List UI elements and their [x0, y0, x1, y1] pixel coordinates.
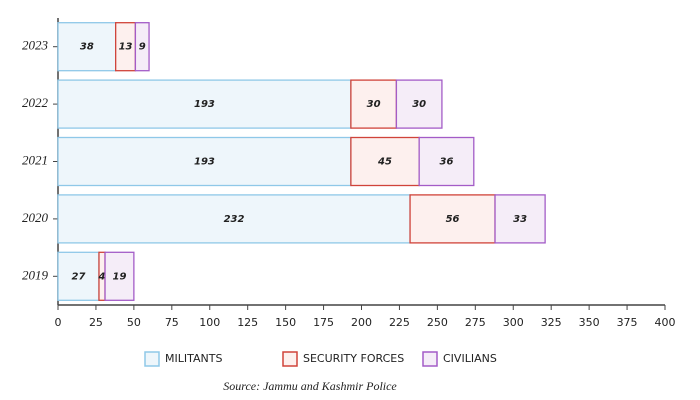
data-label: 38 [80, 42, 94, 53]
legend-label: CIVILIANS [443, 352, 497, 365]
x-tick-label: 100 [199, 316, 220, 329]
legend-swatch [282, 351, 298, 367]
data-label: 13 [119, 42, 133, 53]
x-tick-label: 350 [579, 316, 600, 329]
data-label: 30 [412, 99, 426, 110]
x-tick-label: 175 [313, 316, 334, 329]
bar-segment [494, 194, 546, 244]
y-tick-label: 2021 [22, 152, 48, 167]
legend-swatch [144, 351, 160, 367]
bar-segment [350, 136, 420, 187]
data-label: 9 [139, 42, 146, 53]
bar-segment [418, 136, 475, 187]
x-tick-label: 125 [237, 316, 258, 329]
data-label: 19 [112, 271, 126, 282]
x-tick-label: 275 [465, 316, 486, 329]
x-tick-label: 200 [351, 316, 372, 329]
data-label: 45 [377, 157, 392, 168]
data-label: 4 [98, 271, 106, 282]
x-tick-label: 400 [655, 316, 676, 329]
x-tick-label: 150 [275, 316, 296, 329]
source-note: Source: Jammu and Kashmir Police [223, 379, 397, 393]
legend-label: MILITANTS [165, 352, 222, 365]
x-tick-label: 300 [503, 316, 524, 329]
y-tick-label: 2022 [22, 95, 49, 110]
y-tick-label: 2023 [22, 38, 49, 53]
bar-segment [57, 194, 411, 244]
x-tick-label: 50 [127, 316, 141, 329]
x-tick-label: 75 [165, 316, 179, 329]
data-label: 56 [446, 214, 460, 225]
bar-segment [57, 136, 352, 187]
bar-segment [395, 79, 443, 129]
data-label: 36 [440, 157, 454, 168]
bar-segment [350, 79, 398, 129]
data-label: 193 [194, 99, 215, 110]
data-label: 30 [367, 99, 381, 110]
data-label: 33 [513, 214, 527, 225]
bar-segment [134, 22, 150, 72]
bar-segment [409, 194, 496, 244]
x-tick-label: 325 [541, 316, 562, 329]
y-tick-label: 2019 [22, 267, 49, 282]
x-tick-label: 250 [427, 316, 448, 329]
x-tick-label: 375 [617, 316, 638, 329]
x-tick-label: 225 [389, 316, 410, 329]
data-label: 27 [72, 271, 86, 282]
x-tick-label: 0 [55, 316, 62, 329]
legend-label: SECURITY FORCES [303, 352, 404, 365]
bar-segment [57, 22, 117, 72]
data-label: 232 [224, 214, 245, 225]
bar-segment [104, 251, 135, 301]
legend-swatch [422, 351, 438, 367]
data-label: 193 [194, 157, 215, 168]
x-tick-label: 25 [89, 316, 103, 329]
y-tick-label: 2020 [22, 210, 49, 225]
